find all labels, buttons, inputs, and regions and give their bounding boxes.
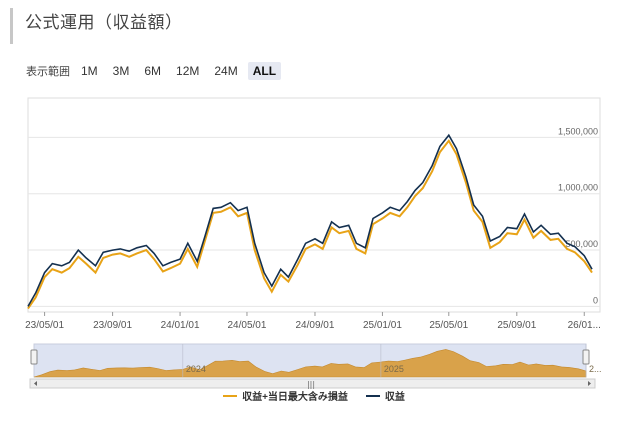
- range-button-12m[interactable]: 12M: [176, 64, 200, 78]
- navigator-label: 2025: [384, 364, 404, 374]
- navigator-handle-right[interactable]: [582, 349, 590, 365]
- x-tick-label: 24/01/01: [161, 320, 200, 331]
- navigator-scrollbar[interactable]: [29, 378, 596, 389]
- plot-area: [27, 97, 601, 313]
- x-tick-label: 23/05/01: [25, 320, 64, 331]
- profit-chart-svg: 0 500,000 1,000,000 1,500,000 23/05/01 23/09/…: [25, 97, 602, 389]
- y-tick-label: 0: [593, 295, 598, 305]
- x-tick-label: 25/01/01: [363, 320, 402, 331]
- range-selector: 表示範囲 1M 3M 6M 12M 24M ALL: [26, 61, 286, 81]
- navigator-label: 2024: [186, 364, 206, 374]
- x-tick-label: 24/05/01: [227, 320, 266, 331]
- x-tick-label: 24/09/01: [296, 320, 335, 331]
- range-button-all[interactable]: ALL: [247, 62, 282, 80]
- navigator-area: [33, 349, 587, 378]
- legend-item-profit-with-loss[interactable]: 収益+当日最大含み損益: [223, 388, 348, 403]
- range-button-24m[interactable]: 24M: [214, 64, 238, 78]
- range-button-1m[interactable]: 1M: [81, 64, 98, 78]
- y-tick-label: 1,500,000: [558, 126, 598, 136]
- legend-swatch-profit-with-loss: [223, 394, 238, 397]
- legend-swatch-profit: [365, 394, 380, 397]
- scrollbar-grip-icon: |||: [307, 380, 315, 389]
- y-tick-label: 500,000: [565, 239, 598, 249]
- legend-item-profit[interactable]: 収益: [365, 388, 405, 403]
- range-button-3m[interactable]: 3M: [112, 64, 130, 78]
- navigator-label: 2...: [589, 364, 602, 374]
- profit-chart: 0 500,000 1,000,000 1,500,000 23/05/01 23/09/…: [20, 90, 610, 390]
- y-tick-label: 1,000,000: [558, 183, 598, 193]
- chart-legend: 収益+当日最大含み損益 収益: [0, 388, 628, 403]
- x-tick-label: 25/05/01: [429, 320, 468, 331]
- navigator-handle-left[interactable]: [30, 349, 38, 365]
- series-line-profit: [27, 133, 593, 307]
- range-button-6m[interactable]: 6M: [144, 64, 162, 78]
- title-bar: 公式運用（収益額）: [10, 8, 310, 44]
- x-tick-label: 26/01...: [568, 320, 601, 331]
- scroll-right-arrow-icon[interactable]: [588, 381, 591, 386]
- x-tick-label: 23/09/01: [93, 320, 132, 331]
- series-line-profit-with-loss: [27, 139, 593, 310]
- x-tick-label: 25/09/01: [497, 320, 536, 331]
- page-title: 公式運用（収益額）: [25, 13, 183, 32]
- legend-label-profit-with-loss: 収益+当日最大含み損益: [242, 392, 348, 403]
- legend-label-profit: 収益: [384, 392, 405, 403]
- scroll-left-arrow-icon[interactable]: [34, 381, 37, 386]
- range-selector-label: 表示範囲: [26, 66, 70, 78]
